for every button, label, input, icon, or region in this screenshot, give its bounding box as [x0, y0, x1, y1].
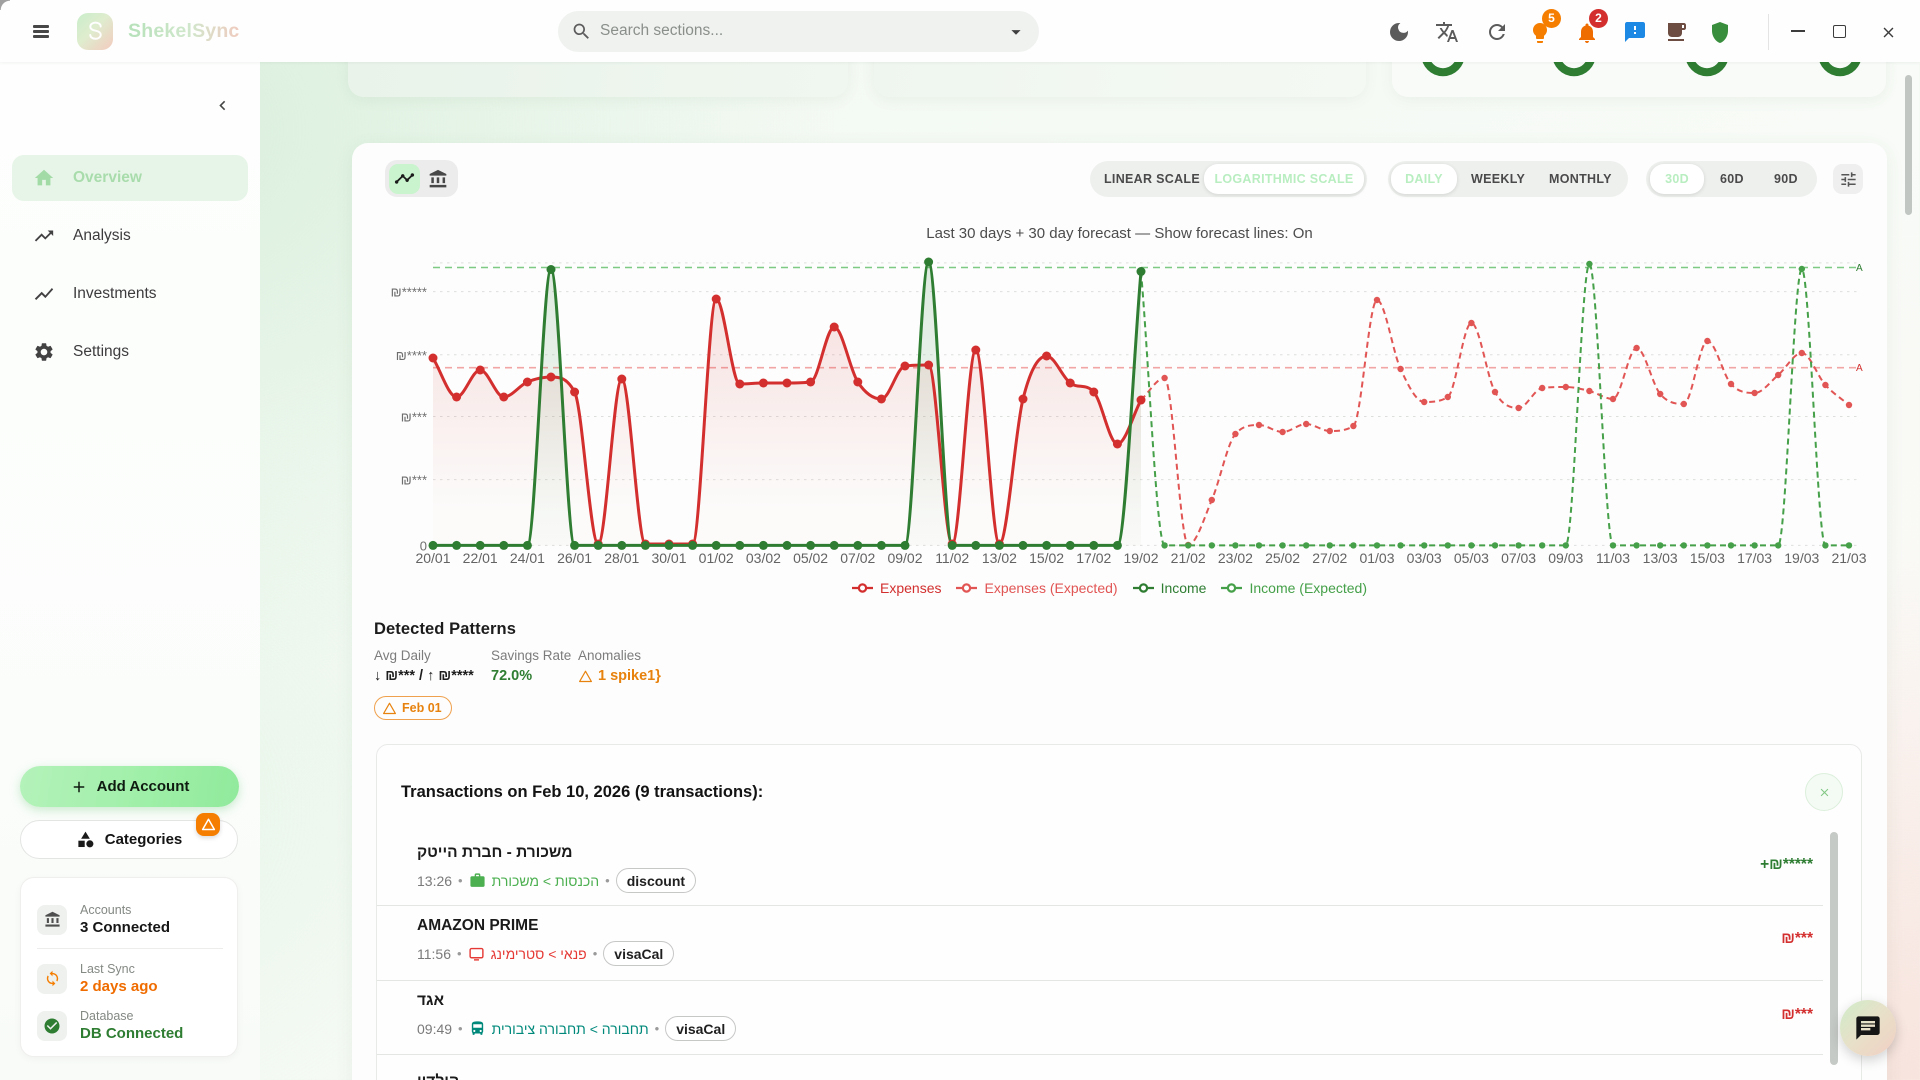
- svg-text:01/03: 01/03: [1359, 550, 1394, 566]
- svg-text:13/03: 13/03: [1643, 550, 1678, 566]
- svg-text:17/02: 17/02: [1076, 550, 1111, 566]
- svg-text:28/01: 28/01: [604, 550, 639, 566]
- svg-text:15/02: 15/02: [1029, 550, 1064, 566]
- svg-text:30/01: 30/01: [651, 550, 686, 566]
- svg-text:A: A: [1856, 263, 1863, 274]
- svg-text:₪***: ₪***: [401, 473, 427, 488]
- svg-text:11/02: 11/02: [935, 550, 969, 566]
- svg-text:24/01: 24/01: [510, 550, 545, 566]
- svg-text:05/03: 05/03: [1454, 550, 1489, 566]
- svg-text:27/02: 27/02: [1312, 550, 1347, 566]
- svg-text:0: 0: [420, 538, 427, 553]
- svg-text:23/02: 23/02: [1218, 550, 1253, 566]
- svg-text:A: A: [1856, 363, 1863, 374]
- svg-text:20/01: 20/01: [415, 550, 450, 566]
- svg-text:01/02: 01/02: [699, 550, 734, 566]
- svg-text:15/03: 15/03: [1690, 550, 1725, 566]
- svg-text:25/02: 25/02: [1265, 550, 1300, 566]
- svg-text:22/01: 22/01: [463, 550, 498, 566]
- svg-text:05/02: 05/02: [793, 550, 828, 566]
- svg-text:19/03: 19/03: [1784, 550, 1819, 566]
- svg-text:03/02: 03/02: [746, 550, 781, 566]
- svg-text:09/03: 09/03: [1548, 550, 1583, 566]
- svg-text:₪***: ₪***: [401, 410, 427, 425]
- svg-text:₪****: ₪****: [396, 348, 427, 363]
- svg-text:03/03: 03/03: [1407, 550, 1442, 566]
- svg-text:₪*****: ₪*****: [391, 285, 427, 300]
- svg-text:13/02: 13/02: [982, 550, 1017, 566]
- svg-text:21/02: 21/02: [1171, 550, 1206, 566]
- svg-text:17/03: 17/03: [1737, 550, 1772, 566]
- svg-text:19/02: 19/02: [1123, 550, 1158, 566]
- svg-text:07/03: 07/03: [1501, 550, 1536, 566]
- svg-text:11/03: 11/03: [1596, 550, 1630, 566]
- svg-text:07/02: 07/02: [840, 550, 875, 566]
- svg-text:26/01: 26/01: [557, 550, 592, 566]
- svg-text:21/03: 21/03: [1831, 550, 1866, 566]
- svg-text:09/02: 09/02: [887, 550, 922, 566]
